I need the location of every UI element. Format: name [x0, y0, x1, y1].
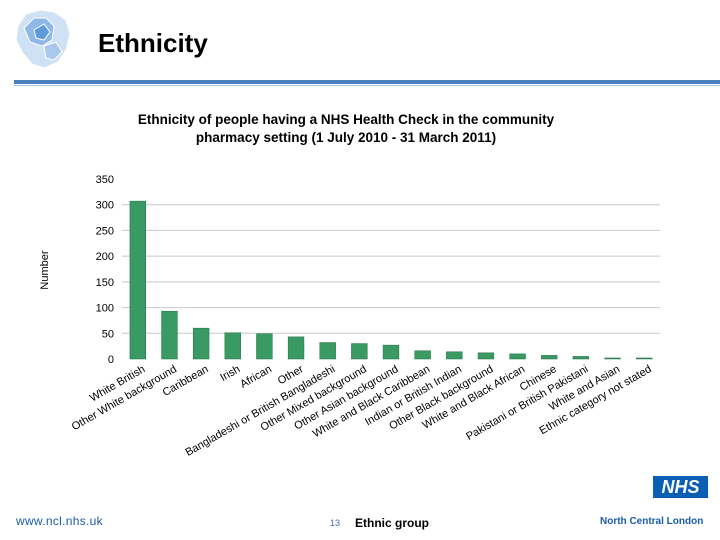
- bars: [129, 200, 653, 360]
- bar: [604, 357, 621, 360]
- bar: [477, 352, 495, 360]
- y-tick-label: 100: [96, 303, 114, 315]
- bar: [382, 344, 400, 360]
- y-tick-label: 300: [96, 200, 114, 212]
- bar: [414, 350, 431, 360]
- bar: [256, 333, 273, 360]
- bar: [509, 353, 526, 360]
- bar: [224, 332, 241, 360]
- bar: [192, 327, 210, 360]
- page-number: 13: [330, 518, 341, 528]
- nhs-logo: NHS: [653, 476, 708, 498]
- y-tick-label: 250: [96, 225, 114, 237]
- bar: [129, 200, 146, 360]
- bar: [572, 356, 590, 360]
- y-tick-label: 50: [102, 328, 114, 340]
- y-tick-label: 150: [96, 277, 114, 289]
- gridlines: [122, 204, 660, 334]
- x-axis-label: Ethnic group: [355, 516, 429, 530]
- bar: [636, 357, 653, 360]
- bar: [446, 351, 463, 360]
- bar: [161, 310, 178, 360]
- london-map-logo: [15, 9, 71, 69]
- bar: [351, 343, 368, 360]
- footer-website-link[interactable]: www.ncl.nhs.uk: [16, 514, 103, 528]
- y-axis-ticks: 0 50 100 150 200 250 300 350: [96, 174, 114, 366]
- bar: [319, 342, 336, 360]
- chart-title-line-1: Ethnicity of people having a NHS Health …: [138, 112, 555, 127]
- y-tick-label: 200: [96, 251, 114, 263]
- x-category-label: African: [238, 363, 274, 391]
- slide-title: Ethnicity: [98, 28, 208, 58]
- y-axis-label: Number: [39, 250, 51, 289]
- y-tick-label: 0: [108, 354, 114, 366]
- chart-title-line-2: pharmacy setting (1 July 2010 - 31 March…: [196, 130, 496, 145]
- title-divider: [14, 80, 720, 84]
- y-tick-label: 350: [96, 174, 114, 186]
- title-divider-thin: [14, 85, 720, 86]
- bar: [541, 355, 558, 360]
- footer-organisation-name: North Central London: [600, 516, 704, 527]
- bar: [287, 336, 305, 360]
